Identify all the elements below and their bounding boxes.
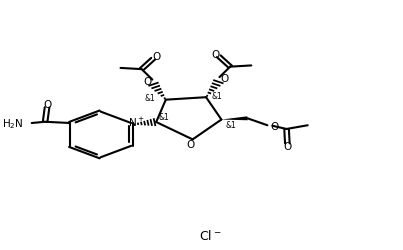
Text: O: O: [143, 76, 152, 86]
Text: O: O: [270, 122, 279, 132]
Text: O: O: [212, 50, 220, 59]
Text: &1: &1: [158, 112, 169, 122]
Text: &1: &1: [144, 94, 155, 103]
Polygon shape: [221, 117, 248, 121]
Text: H$_2$N: H$_2$N: [2, 117, 24, 130]
Text: O: O: [43, 99, 51, 109]
Text: N$^+$: N$^+$: [128, 116, 144, 129]
Text: O: O: [283, 142, 291, 152]
Text: Cl$^-$: Cl$^-$: [199, 228, 221, 242]
Text: O: O: [220, 74, 228, 84]
Text: O: O: [187, 139, 195, 149]
Text: &1: &1: [212, 92, 222, 101]
Text: O: O: [152, 52, 160, 62]
Text: &1: &1: [225, 120, 236, 130]
